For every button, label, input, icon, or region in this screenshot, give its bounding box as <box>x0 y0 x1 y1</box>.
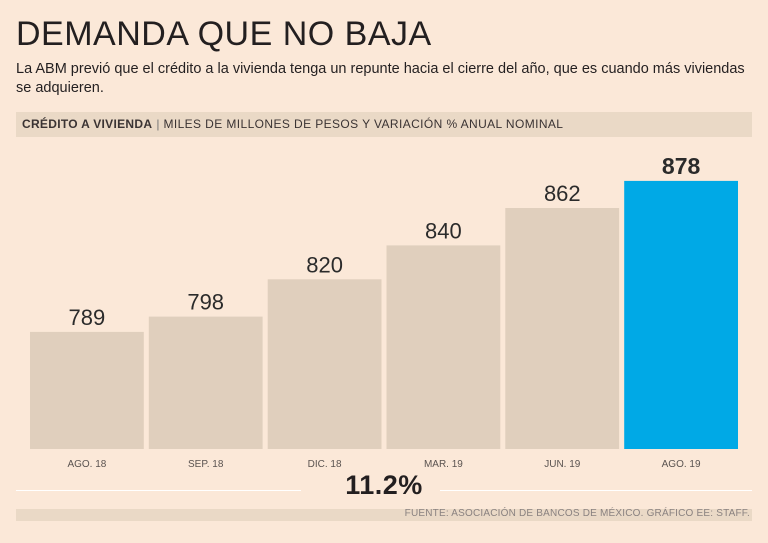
data-label: 789 <box>69 305 106 330</box>
x-tick-label: SEP. 18 <box>188 459 224 470</box>
data-label: 862 <box>544 181 581 206</box>
data-label: 840 <box>425 218 462 243</box>
series-title: CRÉDITO A VIVIENDA <box>22 117 153 131</box>
bar-ago-18 <box>30 331 144 449</box>
x-tick-label: AGO. 18 <box>67 459 106 470</box>
bar-mar-19 <box>386 245 501 449</box>
x-tick-label: AGO. 19 <box>662 459 701 470</box>
annual-variation: 11.2% <box>345 470 423 500</box>
chart-header-label: CRÉDITO A VIVIENDA | MILES DE MILLONES DE … <box>22 117 563 131</box>
variation-rule-right <box>440 490 752 491</box>
chart-title: DEMANDA QUE NO BAJA <box>16 15 432 53</box>
variation-rule-left <box>16 490 301 491</box>
x-tick-label: DIC. 18 <box>308 459 342 470</box>
x-tick-label: JUN. 19 <box>544 459 581 470</box>
source-note: FUENTE: ASOCIACIÓN DE BANCOS DE MÉXICO. … <box>404 508 750 519</box>
data-label: 820 <box>306 252 343 277</box>
data-label: 798 <box>187 290 224 315</box>
header-separator: | <box>156 117 160 131</box>
chart-header-band: CRÉDITO A VIVIENDA | MILES DE MILLONES DE … <box>16 112 752 137</box>
bar-ago-19 <box>624 180 738 449</box>
bar-sep-18 <box>148 316 263 449</box>
bar-dic-18 <box>267 279 382 449</box>
chart-subtitle: La ABM previó que el crédito a la vivien… <box>16 61 745 96</box>
units-label: MILES DE MILLONES DE PESOS Y VARIACIÓN %… <box>163 117 564 131</box>
x-tick-label: MAR. 19 <box>424 459 463 470</box>
bar-jun-19 <box>505 208 620 449</box>
footer-band: FUENTE: ASOCIACIÓN DE BANCOS DE MÉXICO. … <box>16 508 752 521</box>
data-label: 878 <box>662 153 701 179</box>
